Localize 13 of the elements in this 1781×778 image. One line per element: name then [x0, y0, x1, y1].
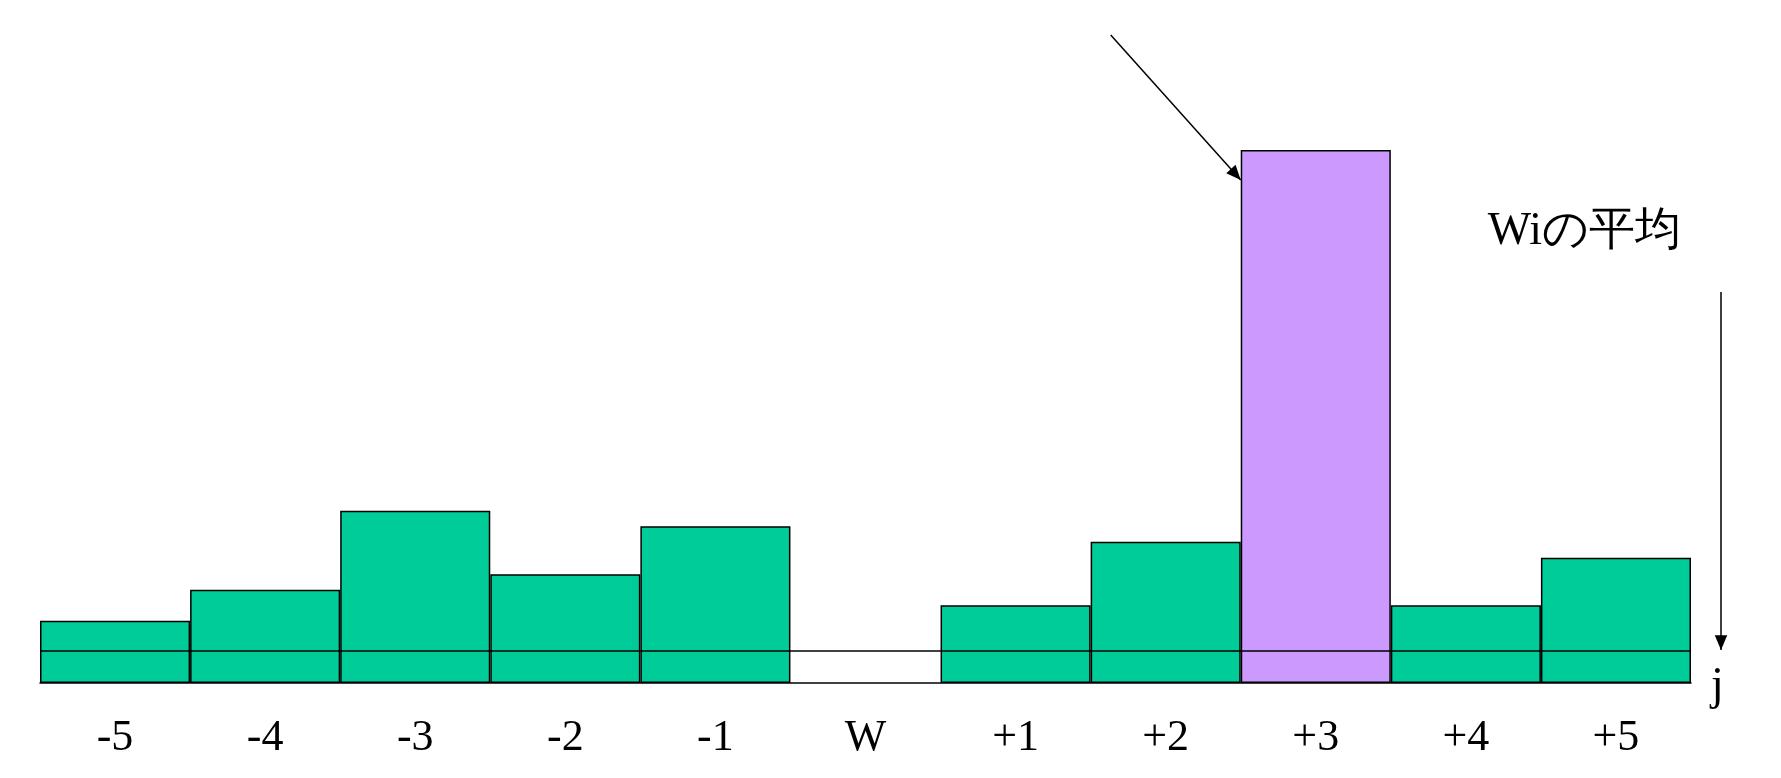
- x-tick-label: +1: [992, 710, 1039, 760]
- x-axis-title: j: [1709, 657, 1724, 709]
- ref-line-label: Wiの平均: [1487, 202, 1681, 254]
- x-tick-label: +5: [1592, 710, 1640, 760]
- x-tick-label: -3: [396, 710, 434, 760]
- x-tick-label: -2: [546, 710, 584, 760]
- x-tick-label: W: [844, 710, 887, 760]
- x-tick-label: -1: [697, 710, 734, 760]
- x-tick-label: -5: [96, 710, 134, 760]
- x-tick-label: +3: [1292, 710, 1340, 760]
- x-tick-label: +4: [1442, 710, 1490, 760]
- x-tick-label: +2: [1142, 710, 1190, 760]
- x-tick-label: -4: [246, 710, 284, 760]
